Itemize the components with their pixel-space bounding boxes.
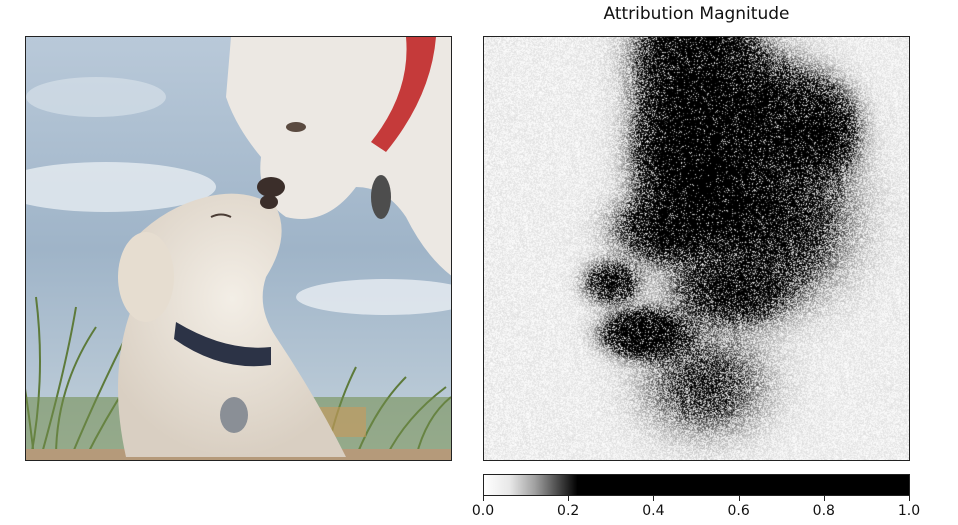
small-dog-eye xyxy=(210,213,232,218)
colorbar-tick xyxy=(738,496,740,501)
colorbar-tick xyxy=(568,496,570,501)
colorbar-tick xyxy=(483,496,484,501)
small-dog-nose xyxy=(260,195,278,209)
blue-collar xyxy=(174,322,271,367)
cloud xyxy=(296,279,451,315)
cloud xyxy=(26,162,216,212)
small-dog-ear xyxy=(118,232,174,322)
big-dog-nose xyxy=(257,177,285,197)
input-image-panel xyxy=(25,36,452,461)
colorbar-gradient xyxy=(484,475,909,495)
cloud xyxy=(26,77,166,117)
colorbar-tick-label: 0.6 xyxy=(727,503,750,519)
heatmap-panel xyxy=(483,36,910,461)
colorbar xyxy=(483,474,910,496)
colorbar-tick xyxy=(909,496,910,501)
colorbar-tick-label: 0.0 xyxy=(471,503,495,519)
big-dog-eye xyxy=(286,122,306,132)
small-dog-tag xyxy=(220,397,248,433)
attribution-heatmap xyxy=(484,37,909,460)
red-collar xyxy=(371,37,436,152)
input-image xyxy=(26,37,451,460)
big-dog xyxy=(226,37,451,276)
small-dog xyxy=(118,193,346,457)
colorbar-tick xyxy=(653,496,655,501)
colorbar-tick-label: 0.8 xyxy=(812,503,835,519)
tag xyxy=(371,175,391,219)
colorbar-tick-label: 0.2 xyxy=(557,503,580,519)
heatmap-title: Attribution Magnitude xyxy=(603,4,790,24)
colorbar-tick xyxy=(823,496,825,501)
colorbar-tick-label: 1.0 xyxy=(897,503,921,519)
colorbar-tick-label: 0.4 xyxy=(642,503,665,519)
